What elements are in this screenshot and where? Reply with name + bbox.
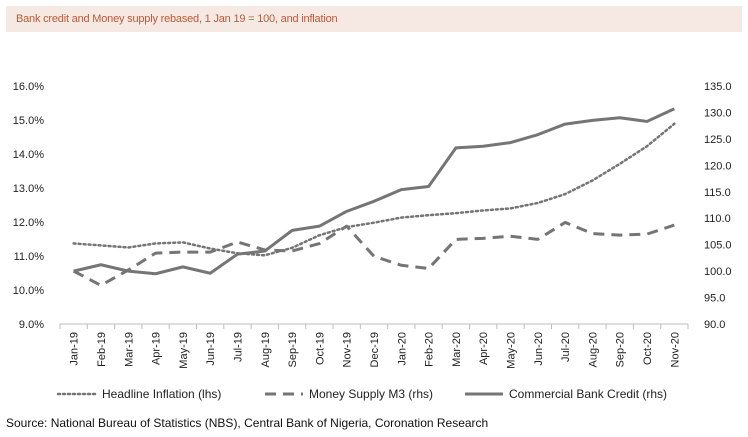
chart-title: Bank credit and Money supply rebased, 1 … [16, 13, 338, 25]
right-axis-tick-label: 135.0 [704, 81, 732, 93]
x-axis-tick-label: Feb-20 [424, 332, 436, 367]
x-axis-tick-label: Oct-20 [642, 332, 654, 365]
x-axis-tick-label: May-20 [506, 332, 518, 369]
x-axis-tick-label: Aug-19 [260, 332, 272, 367]
left-axis-tick-label: 14.0% [13, 149, 44, 161]
x-axis-tick-label: Dec-19 [369, 332, 381, 367]
left-axis-tick-label: 15.0% [13, 115, 44, 127]
series-line-headline-inflation-lhs [72, 122, 676, 257]
x-axis-tick-label: Oct-19 [314, 332, 326, 365]
left-axis-tick-label: 13.0% [13, 183, 44, 195]
x-axis-tick-label: May-19 [178, 332, 190, 369]
x-axis-tick-label: Jun-20 [533, 332, 545, 366]
left-axis-tick-label: 12.0% [13, 217, 44, 229]
x-axis-tick-label: Sep-20 [615, 332, 627, 367]
right-axis-tick-label: 110.0 [704, 213, 731, 225]
left-axis-tick-label: 16.0% [13, 81, 44, 93]
x-axis-tick-label: Jan-20 [396, 332, 408, 366]
x-axis-tick-label: Mar-20 [451, 332, 463, 367]
chart-title-bar: Bank credit and Money supply rebased, 1 … [6, 6, 742, 32]
right-axis-tick-label: 95.0 [704, 293, 725, 305]
x-axis-tick-label: Jul-20 [560, 332, 572, 362]
x-axis-tick-label: Sep-19 [287, 332, 299, 367]
left-axis-tick-label: 11.0% [14, 251, 45, 263]
left-axis-ticks: 9.0% 10.0% 11.0% 12.0% 13.0% 14.0% 15.0% 16.0% [13, 81, 44, 331]
legend-label: Headline Inflation (lhs) [102, 387, 221, 401]
x-axis-tick-label: Nov-19 [342, 332, 354, 367]
x-axis-tick-label: Apr-19 [151, 332, 163, 365]
x-axis-tick-label: Jun-19 [205, 332, 217, 366]
right-axis-tick-label: 115.0 [704, 187, 731, 199]
legend-label: Money Supply M3 (rhs) [309, 387, 433, 401]
x-axis-tick-label: Apr-20 [478, 332, 490, 365]
legend-label: Commercial Bank Credit (rhs) [509, 387, 667, 401]
left-axis-tick-label: 10.0% [13, 285, 44, 297]
x-axis-tick-label: Aug-20 [587, 332, 599, 367]
right-axis-tick-label: 105.0 [704, 240, 732, 252]
x-axis-tick-label: Nov-20 [669, 332, 681, 367]
right-axis-tick-label: 130.0 [704, 107, 732, 119]
series-layer [72, 107, 676, 287]
x-axis-tick-label: Feb-19 [96, 332, 108, 367]
x-axis-tick-label: Mar-19 [123, 332, 135, 367]
series-line-money-supply-m3-rhs [72, 220, 675, 287]
x-axis-tick-label: Jan-19 [69, 332, 81, 366]
right-axis-tick-label: 100.0 [704, 266, 732, 278]
source-note: Source: National Bureau of Statistics (N… [6, 416, 489, 430]
legend: Headline Inflation (lhs) Money Supply M3 … [56, 387, 667, 401]
x-axis-ticks: Jan-19 Feb-19 Mar-19 Apr-19 May-19 Jun-19 Jul-… [59, 324, 689, 369]
x-axis-tick-label: Jul-19 [232, 332, 244, 362]
right-axis-tick-label: 120.0 [704, 160, 732, 172]
series-line-commercial-bank-credit-rhs [73, 107, 675, 276]
right-axis-tick-label: 90.0 [704, 319, 725, 331]
left-axis-tick-label: 9.0% [19, 319, 44, 331]
right-axis-tick-label: 125.0 [704, 134, 732, 146]
right-axis-ticks: 90.0 95.0 100.0 105.0 110.0 115.0 120.0 125.0 13… [704, 81, 732, 331]
